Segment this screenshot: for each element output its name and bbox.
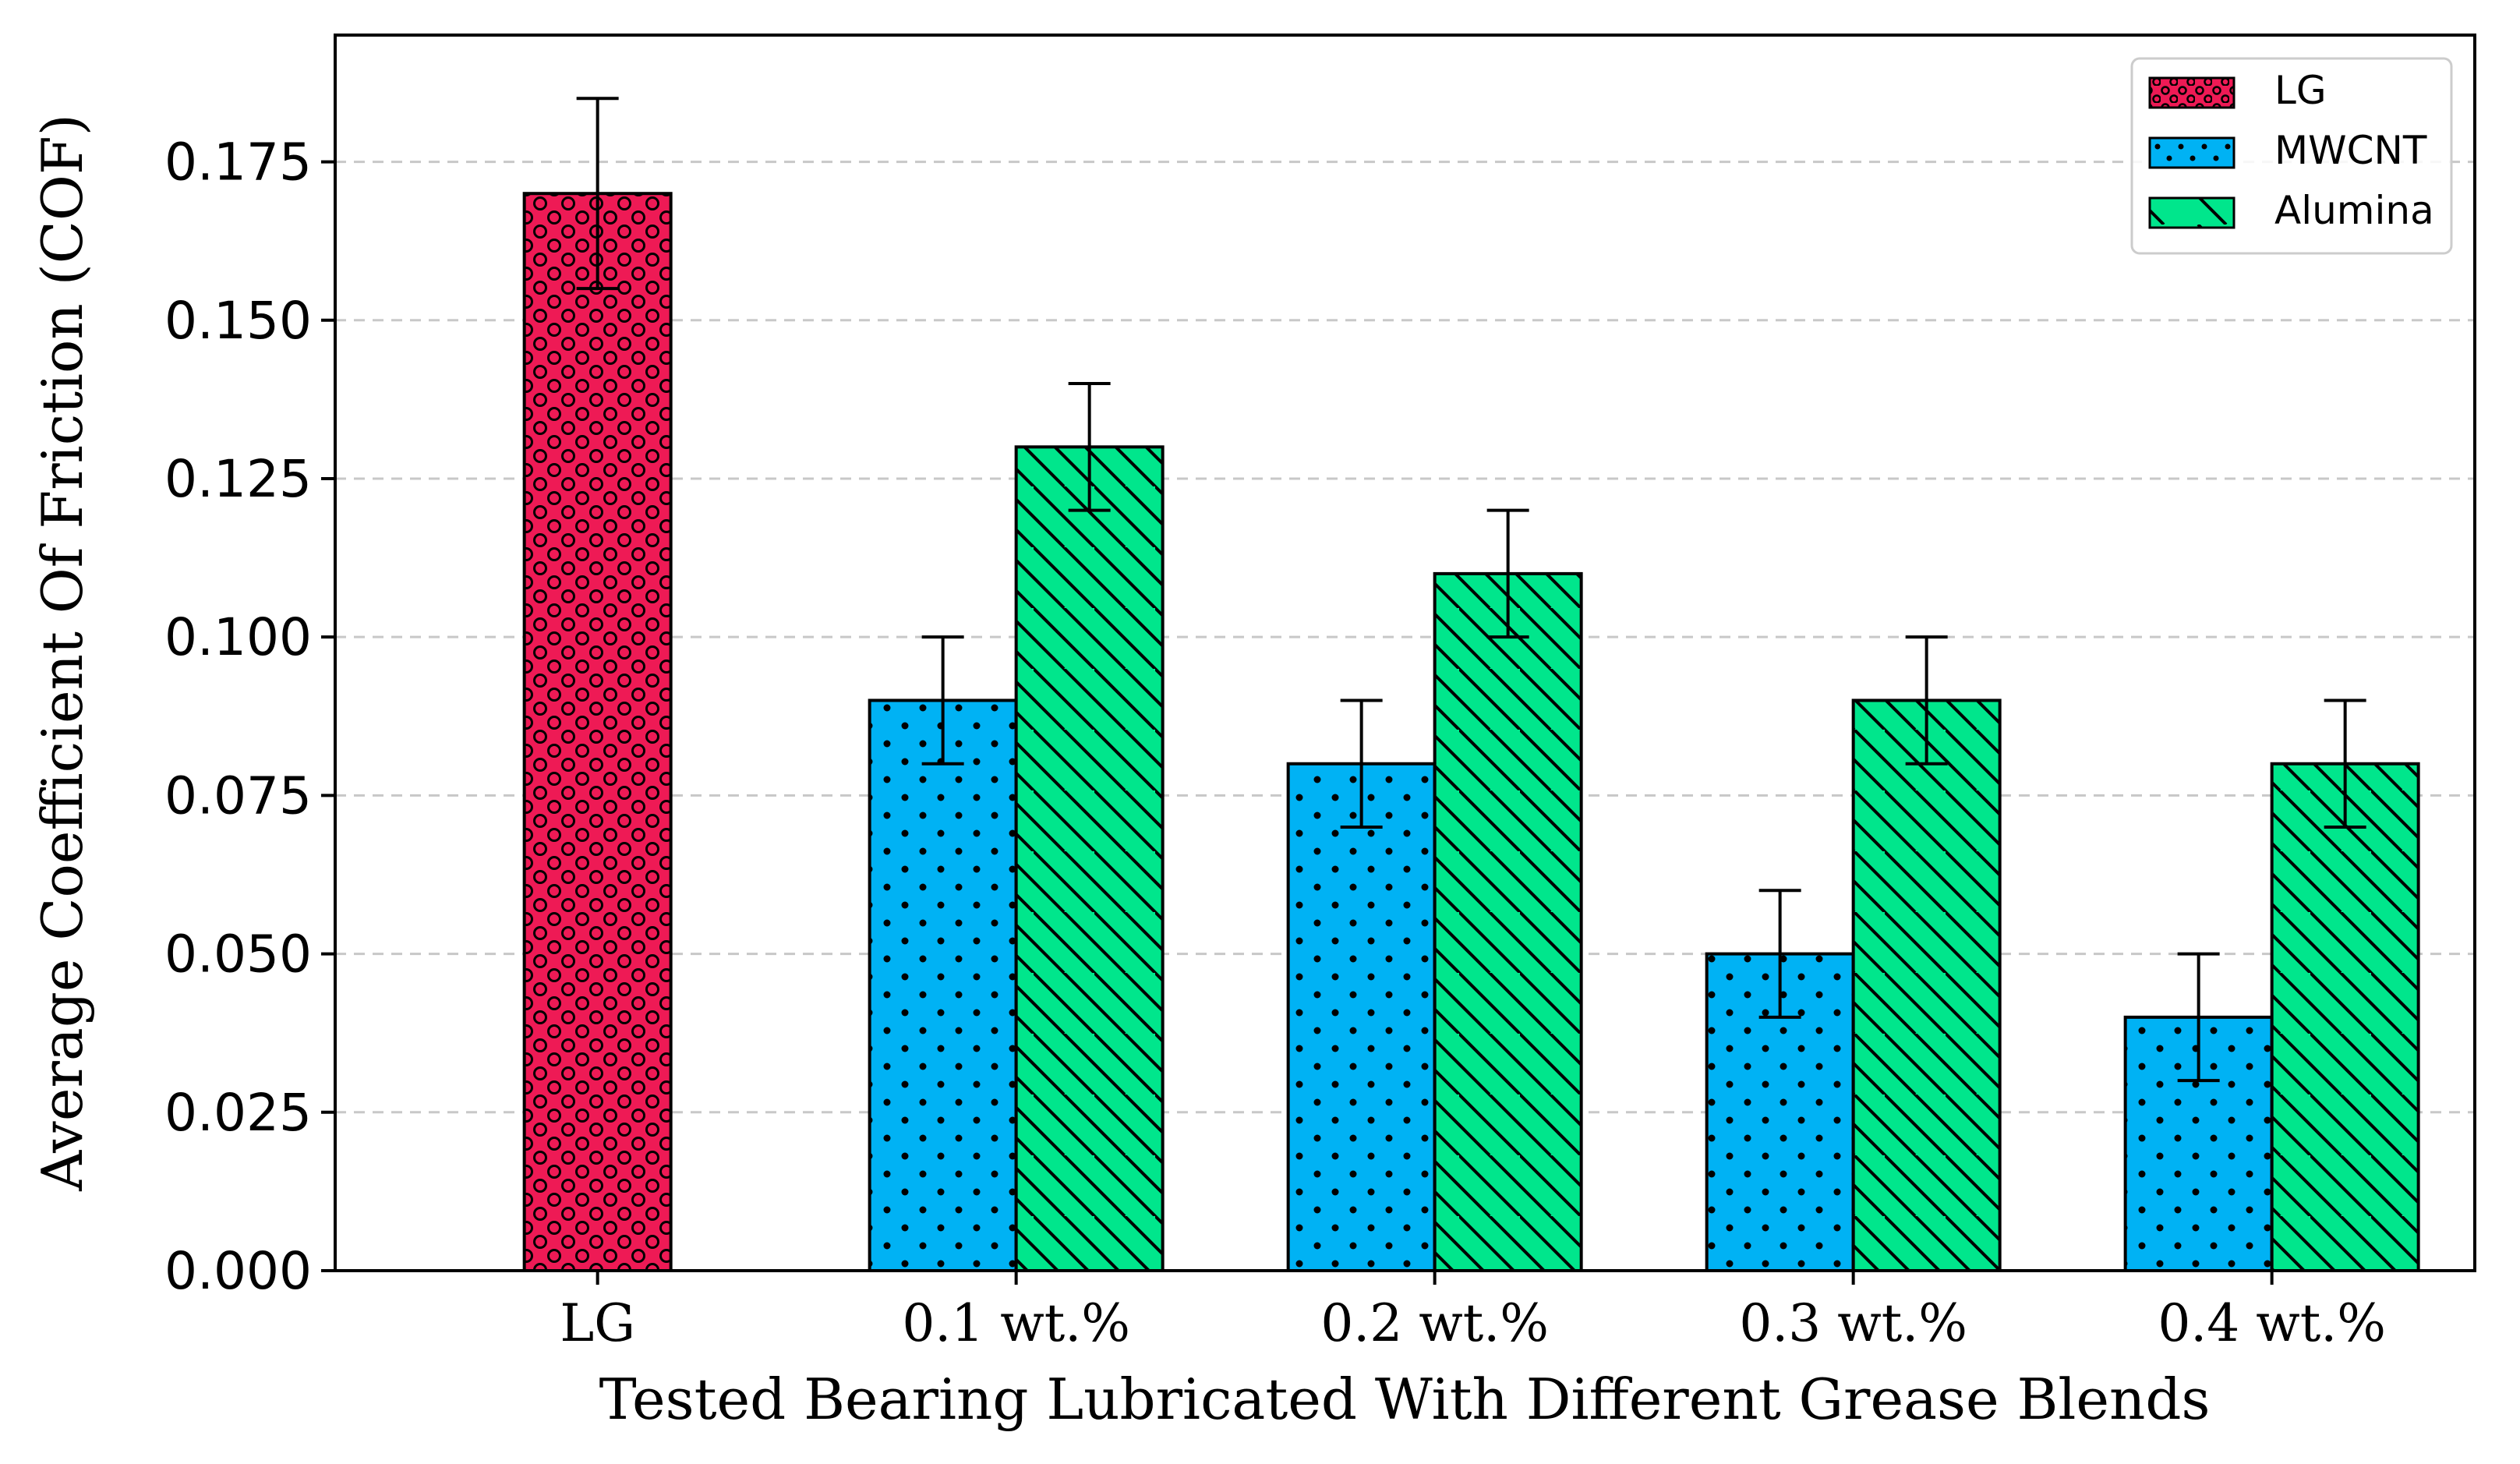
legend-label-mwcnt: MWCNT — [2274, 128, 2427, 173]
bar-lg-0 — [522, 192, 673, 1273]
error-bar — [1340, 698, 1383, 829]
bar-alumina-3 — [1851, 698, 2002, 1272]
error-bar — [921, 635, 964, 766]
error-bar — [2324, 698, 2366, 829]
error-bar — [1486, 508, 1529, 639]
y-tick-label: 0.175 — [164, 133, 312, 193]
y-tick-label: 0.025 — [164, 1083, 312, 1143]
x-tick-label: 0.3 wt.% — [1739, 1293, 1967, 1353]
bar-mwcnt-1 — [868, 698, 1018, 1272]
y-tick-label: 0.050 — [164, 925, 312, 985]
error-bar — [576, 97, 619, 291]
y-tick-label: 0.125 — [164, 449, 312, 509]
y-axis-ticks: 0.000 0.025 0.050 0.075 0.100 0.125 0.150 0.175 — [164, 133, 335, 1301]
x-tick-label: 0.4 wt.% — [2158, 1293, 2386, 1353]
x-axis-title: Tested Bearing Lubricated With Different… — [599, 1367, 2211, 1432]
bar-alumina-2 — [1433, 571, 1583, 1272]
x-tick-label: 0.1 wt.% — [902, 1293, 1130, 1353]
y-tick-label: 0.150 — [164, 291, 312, 351]
bar-alumina-4 — [2270, 762, 2420, 1272]
legend-swatch-lg — [2148, 76, 2235, 109]
legend-swatch-mwcnt — [2148, 136, 2235, 169]
y-tick-label: 0.075 — [164, 766, 312, 826]
y-tick-label: 0.000 — [164, 1241, 312, 1301]
bar-mwcnt-2 — [1286, 762, 1437, 1272]
legend-label-lg: LG — [2274, 68, 2327, 113]
bars-group — [451, 192, 2420, 1273]
x-axis-ticks: LG 0.1 wt.% 0.2 wt.% 0.3 wt.% 0.4 wt.% — [560, 1271, 2386, 1353]
plot-frame — [334, 34, 2476, 1272]
error-bar — [1068, 382, 1111, 512]
legend-label-alumina: Alumina — [2274, 188, 2434, 233]
error-bar — [1758, 889, 1801, 1019]
x-tick-label: 0.2 wt.% — [1320, 1293, 1549, 1353]
y-tick-label: 0.100 — [164, 607, 312, 667]
legend-swatch-alumina — [2148, 196, 2235, 229]
error-bars-group — [576, 97, 2366, 1083]
y-axis-title: Average Coefficient Of Friction (COF) — [30, 114, 95, 1192]
error-bar — [1905, 635, 1948, 766]
error-bar — [2177, 952, 2220, 1083]
legend: LG MWCNT Alumina — [2130, 57, 2453, 255]
x-tick-label: LG — [560, 1293, 635, 1353]
bar-alumina-1 — [1014, 445, 1165, 1272]
